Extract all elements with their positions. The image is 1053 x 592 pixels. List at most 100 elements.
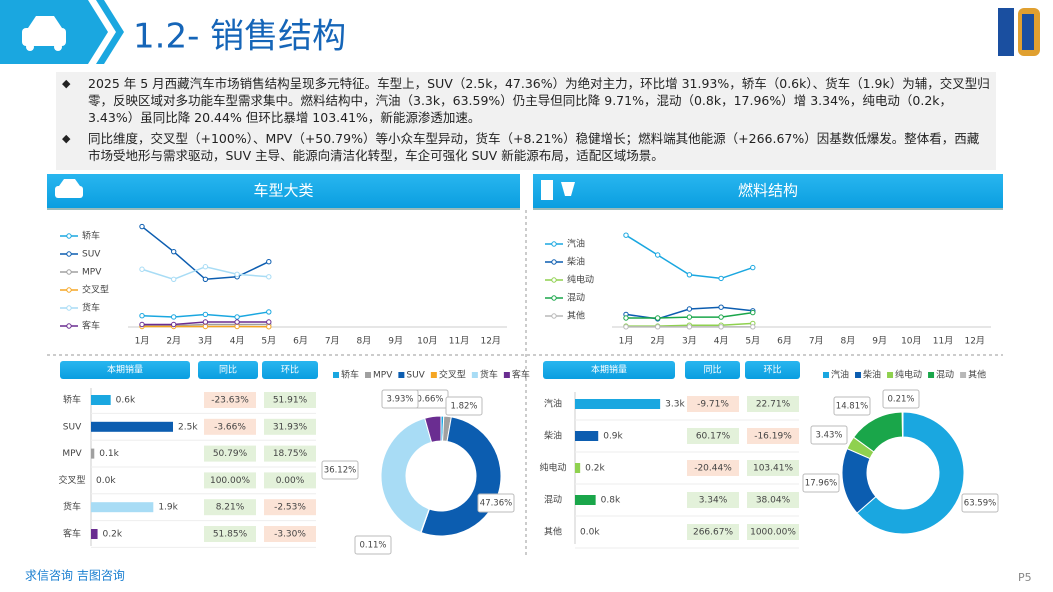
donut-label-box xyxy=(810,425,848,445)
legend-swatch xyxy=(471,372,478,378)
legend-label: SUV xyxy=(406,371,425,381)
line-series xyxy=(141,225,270,281)
change-value: -3.30% xyxy=(274,530,306,540)
line-point xyxy=(718,314,724,320)
sales-bar xyxy=(91,502,154,513)
panel-header-shadow xyxy=(533,208,1003,210)
bullet: 2025 年 5 月西藏汽车市场销售结构呈现多元特征。车型上，SUV（2.5k，… xyxy=(62,75,990,126)
x-tick-label: 7月 xyxy=(809,336,824,347)
donut-label: 0.66% xyxy=(416,395,443,405)
legend-label: 货车 xyxy=(82,302,100,314)
legend-swatch xyxy=(430,372,437,378)
change-value: 1000.00% xyxy=(750,528,796,538)
legend-swatch xyxy=(398,372,405,378)
line-point xyxy=(266,259,272,265)
line-point xyxy=(686,314,693,320)
header-chevron xyxy=(96,0,124,64)
legend-label: 其他 xyxy=(968,369,986,381)
legend-label: MPV xyxy=(82,268,102,278)
change-cell xyxy=(204,472,256,489)
plug-icon xyxy=(561,182,575,196)
car-icon xyxy=(22,16,66,51)
line-point xyxy=(750,309,756,316)
change-value: 51.85% xyxy=(213,530,248,540)
legend-label: 轿车 xyxy=(341,369,359,381)
change-cell xyxy=(264,418,316,435)
donut-label: 1.82% xyxy=(450,402,477,412)
legend-marker xyxy=(66,269,72,275)
sales-bar xyxy=(91,395,111,405)
legend-marker xyxy=(551,295,557,301)
x-tick-label: 12月 xyxy=(964,336,984,347)
donut-label: 0.11% xyxy=(359,541,386,551)
line-point xyxy=(171,314,177,320)
change-value: 22.71% xyxy=(756,400,791,410)
x-tick-label: 4月 xyxy=(714,336,729,347)
fuel-icon xyxy=(541,180,553,200)
x-tick-label: 2月 xyxy=(650,336,665,347)
table-header xyxy=(745,361,800,379)
change-value: 31.93% xyxy=(273,422,308,432)
change-cell xyxy=(204,499,256,516)
line-point xyxy=(750,264,756,271)
line-point xyxy=(718,324,724,330)
change-cell xyxy=(747,396,799,412)
legend-label: 纯电动 xyxy=(895,369,922,381)
row-name: 柴油 xyxy=(544,430,562,442)
x-tick-label: 11月 xyxy=(449,336,469,347)
line-point xyxy=(655,252,661,258)
change-cell xyxy=(204,526,256,542)
legend-label: 其他 xyxy=(567,310,585,322)
change-value: 60.17% xyxy=(696,432,731,442)
sales-label: 0.6k xyxy=(116,396,136,406)
line-point xyxy=(202,276,209,282)
row-name: 其他 xyxy=(544,526,562,538)
change-cell xyxy=(747,460,799,476)
row-name: MPV xyxy=(62,449,82,459)
legend-swatch xyxy=(928,372,935,378)
sales-label: 1.9k xyxy=(158,503,178,513)
table-header-label: 环比 xyxy=(281,364,299,376)
line-point xyxy=(171,248,177,255)
donut-segment xyxy=(856,411,965,535)
x-tick-label: 1月 xyxy=(619,336,634,347)
sales-label: 3.3k xyxy=(665,400,685,410)
line-point xyxy=(139,223,145,230)
sales-bar xyxy=(575,463,581,473)
legend-marker xyxy=(66,251,72,257)
row-name: 汽油 xyxy=(544,398,562,410)
car-icon xyxy=(59,179,80,186)
line-point xyxy=(139,266,145,272)
row-name: 混动 xyxy=(544,495,562,506)
legend-label: 混动 xyxy=(567,293,585,304)
footer-brand: 求信咨询 吉图咨询 xyxy=(25,568,125,583)
change-cell xyxy=(204,392,256,408)
change-value: 266.67% xyxy=(693,528,733,538)
panel-title: 车型大类 xyxy=(253,182,313,200)
x-tick-label: 9月 xyxy=(388,336,403,347)
x-tick-label: 5月 xyxy=(745,336,760,347)
table-header xyxy=(198,361,258,379)
page-number: P5 xyxy=(1018,571,1032,584)
sales-label: 0.1k xyxy=(99,449,119,459)
x-tick-label: 2月 xyxy=(166,336,181,347)
x-tick-label: 6月 xyxy=(293,336,308,347)
change-value: 0.00% xyxy=(276,476,305,486)
line-point xyxy=(655,315,661,321)
legend-marker xyxy=(551,313,557,319)
line-point xyxy=(202,323,209,330)
bullet-box: 2025 年 5 月西藏汽车市场销售结构呈现多元特征。车型上，SUV（2.5k，… xyxy=(56,72,996,170)
sales-label: 0.0k xyxy=(580,528,600,538)
donut-label: 3.93% xyxy=(386,395,413,405)
change-cell xyxy=(264,499,316,516)
donut-label: 36.12% xyxy=(324,466,356,476)
line-point xyxy=(202,264,209,270)
line-point xyxy=(234,314,240,320)
line-point xyxy=(266,274,272,280)
line-point xyxy=(686,272,693,278)
legend-label: 纯电动 xyxy=(567,274,594,286)
donut-label-box xyxy=(802,473,840,493)
line-point xyxy=(171,276,177,282)
